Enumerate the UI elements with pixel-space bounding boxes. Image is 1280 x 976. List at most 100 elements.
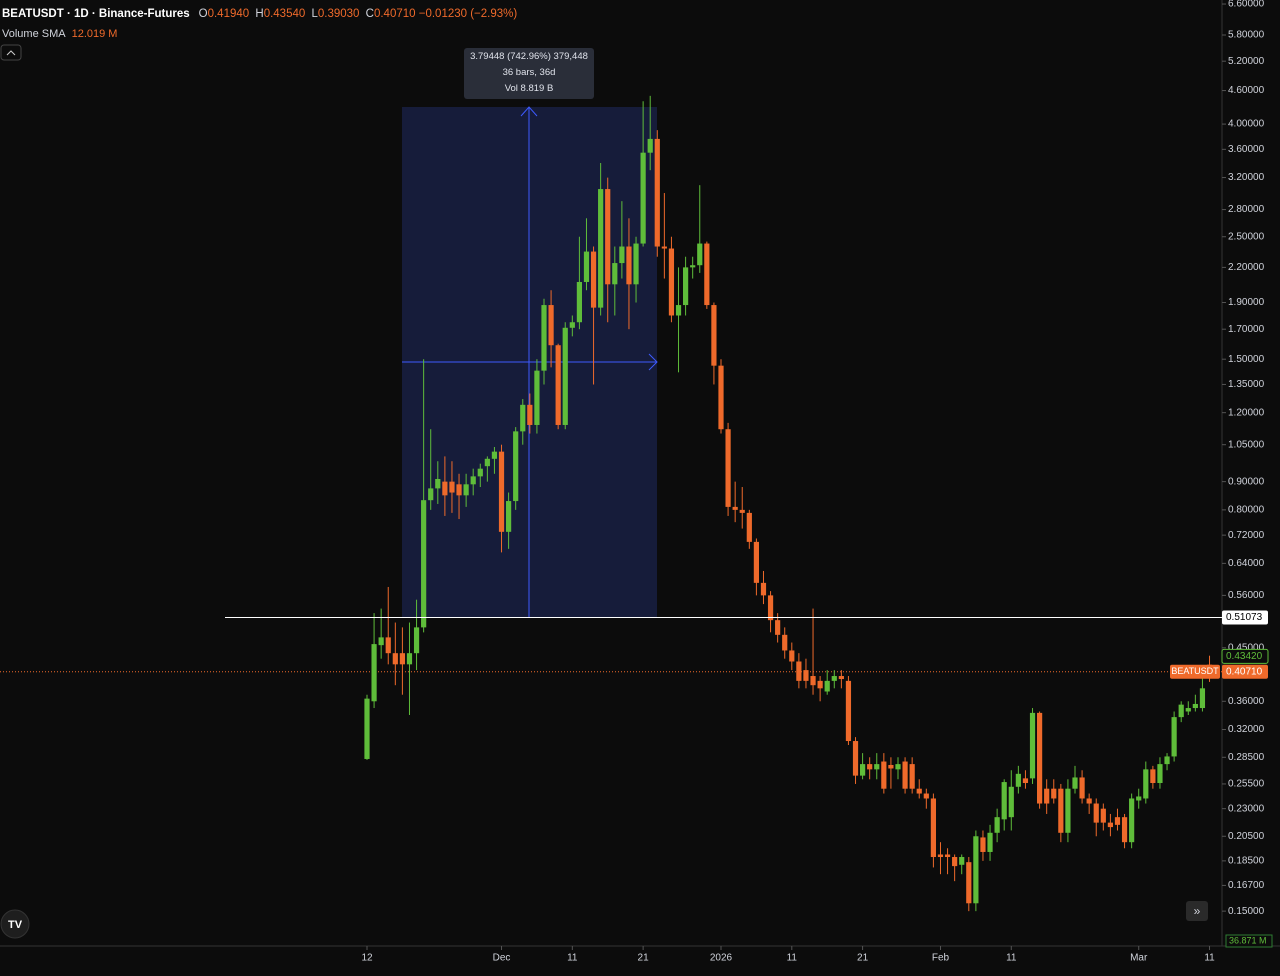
candle-body (1107, 822, 1113, 828)
candle-body (520, 404, 526, 432)
candle-body (612, 263, 618, 285)
candle-body (690, 265, 696, 268)
candle-body (513, 431, 519, 502)
x-tick-label: Feb (932, 953, 950, 964)
x-tick-label: Dec (493, 953, 511, 964)
candle-body (421, 500, 427, 628)
candle-body (413, 627, 420, 654)
y-tick-label: 6.60000 (1228, 0, 1265, 10)
candle-body (888, 764, 894, 769)
measure-tooltip: 3.79448 (742.96%) 379,448 36 bars, 36d Vol… (464, 48, 594, 99)
candle-body (966, 862, 972, 904)
candle-body (562, 327, 568, 425)
candle-body (548, 305, 554, 346)
o-label: O (198, 8, 208, 20)
collapse-button[interactable] (0, 44, 22, 61)
change: −0.01230 (−2.93%) (418, 8, 518, 20)
candle-body (1079, 777, 1085, 799)
x-tick-label: Mar (1130, 953, 1148, 964)
candle-body (1129, 798, 1135, 843)
candle-body (576, 281, 582, 323)
scroll-right-icon: » (1194, 904, 1201, 918)
candle-body (463, 484, 469, 496)
candle-body (1114, 817, 1121, 825)
candle-body (1157, 764, 1163, 784)
x-tick-label: 21 (638, 953, 650, 964)
candle-body (491, 451, 498, 459)
candle-body (817, 680, 823, 689)
candle-body (959, 857, 965, 865)
high: 0.43540 (263, 8, 306, 20)
candle-body (506, 501, 512, 532)
candle-body (1072, 777, 1078, 789)
candle-body (1044, 788, 1050, 804)
measure-arrow-head (520, 106, 538, 117)
candle-body (449, 481, 455, 493)
c-label: C (365, 8, 374, 20)
candle-body (555, 345, 561, 425)
y-tick-label: 1.70000 (1228, 324, 1265, 335)
y-tick-label: 2.80000 (1228, 204, 1265, 215)
candle-body (796, 661, 802, 681)
candle-body (704, 243, 710, 306)
open: 0.41940 (207, 8, 250, 20)
logo[interactable] (0, 909, 30, 939)
x-tick-label: 11 (1204, 953, 1215, 964)
candle-body (371, 644, 377, 702)
price-tag (1221, 648, 1269, 664)
candle-body (937, 854, 944, 858)
candle-body (1185, 708, 1191, 712)
measure-line: 3.79448 (742.96%) 379,448 (470, 51, 588, 62)
candle-body (881, 761, 887, 789)
volume-tag-label: 36.871 M (1229, 935, 1267, 945)
symbol-tag (1170, 664, 1220, 679)
hline-tag (1222, 610, 1268, 625)
scroll-right-button[interactable] (1186, 901, 1208, 921)
candle-body (1150, 769, 1156, 784)
measure-line: 36 bars, 36d (502, 67, 556, 78)
candle-body (732, 506, 738, 510)
candle-body (902, 761, 908, 789)
y-tick-label: 1.50000 (1228, 354, 1265, 365)
candle-body (583, 251, 590, 282)
candle-body (739, 509, 745, 513)
candle-body (987, 832, 993, 852)
candle-body (838, 676, 844, 680)
candle-body (1037, 712, 1043, 804)
candle-body (1051, 788, 1057, 799)
candle-body (746, 512, 752, 542)
candle-body (874, 764, 880, 770)
candle-body (916, 788, 922, 794)
candle-body (668, 248, 675, 316)
x-tick-label: 21 (857, 953, 869, 964)
candle-body (930, 798, 936, 858)
price-tag-label: 0.43420 (1226, 651, 1263, 662)
candle-body (661, 246, 667, 249)
price-tag (1222, 664, 1268, 679)
candle-body (860, 764, 866, 776)
candle-body (1008, 786, 1014, 818)
candle-body (378, 637, 384, 646)
y-tick-label: 2.20000 (1228, 262, 1265, 273)
symbol-tag-label: BEATUSDT (1171, 666, 1219, 676)
measure-arrow-head (648, 353, 658, 371)
candle-body (1058, 788, 1064, 833)
candle-body (498, 451, 505, 532)
x-tick-label: 2026 (710, 953, 733, 964)
candle-body (1136, 796, 1142, 801)
candle-body (994, 817, 1000, 833)
candle-body (428, 488, 434, 501)
y-tick-label: 0.72000 (1228, 530, 1265, 541)
header: BEATUSDT · 1D · Binance-Futures O0.41940 … (2, 8, 517, 20)
y-tick-label: 0.80000 (1228, 505, 1265, 516)
candle-body (1086, 798, 1092, 804)
candle-body (1192, 703, 1198, 709)
candle-body (477, 468, 483, 477)
candle-body (1001, 782, 1007, 820)
candle-body (760, 582, 767, 596)
y-tick-label: 0.45000 (1228, 642, 1265, 653)
y-tick-label: 1.35000 (1228, 379, 1265, 390)
